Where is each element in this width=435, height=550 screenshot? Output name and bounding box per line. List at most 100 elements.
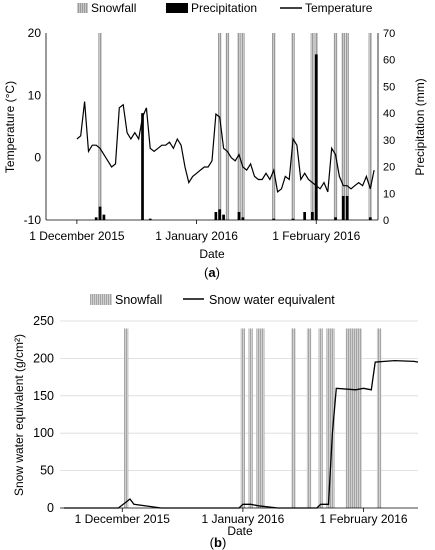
y-tick-label: 0: [47, 501, 54, 515]
precipitation-bar: [291, 218, 295, 220]
left-y-tick-labels: -10 0 10 20: [24, 26, 42, 227]
precipitation-bar: [368, 217, 372, 220]
y-tick-label: 200: [33, 351, 54, 365]
y-tick-label: 0: [383, 215, 389, 227]
y-tick-label: 50: [383, 81, 395, 93]
precipitation-bar: [237, 211, 241, 220]
legend-label-precipitation: Precipitation: [191, 1, 257, 15]
legend-swatch-precipitation: [166, 3, 188, 13]
snowfall-band: [333, 33, 338, 220]
snowfall-band: [368, 33, 373, 220]
snowfall-band: [345, 33, 349, 220]
legend-label-swe: Snow water equivalent: [209, 293, 335, 307]
snowfall-band: [241, 33, 245, 220]
y-tick-labels: 0 50 100 150 200 250: [33, 314, 54, 515]
y-tick-label: 30: [383, 135, 395, 147]
legend-swatch-snowfall: [90, 294, 112, 305]
x-tick-labels: 1 December 2015 1 January 2016 1 February …: [29, 220, 361, 243]
y-tick-label: -10: [24, 213, 42, 227]
temperature-line: [76, 101, 375, 193]
snowfall-band: [240, 328, 246, 508]
snowfall-band: [260, 328, 265, 508]
x-tick-labels: 1 December 2015 1 January 2016 1 February …: [75, 508, 408, 526]
x-tick-label: 1 December 2015: [29, 229, 125, 243]
y-tick-label: 100: [33, 426, 54, 440]
snow-water-equivalent-chart: Snowfall Snow water equivalent 0 50 100 150…: [12, 293, 419, 550]
precipitation-bar: [334, 217, 337, 220]
x-tick-label: 1 January 2016: [202, 512, 285, 526]
precipitation-bar: [341, 195, 345, 220]
legend: Snowfall Precipitation Temperature: [77, 1, 373, 15]
y-axis-right-title: Precipitation (mm): [413, 78, 427, 175]
y-tick-label: 20: [28, 26, 42, 40]
precipitation-bar: [272, 218, 276, 220]
temperature-precipitation-chart: Snowfall Precipitation Temperature -10 0 1…: [3, 1, 427, 280]
panel-label: (a): [204, 265, 220, 280]
precipitation-bar: [311, 211, 314, 220]
precipitation-bar: [148, 218, 152, 220]
snowfall-band: [345, 328, 351, 508]
precipitation-bar: [222, 214, 225, 220]
snowfall-band: [357, 328, 362, 508]
x-tick-label: 1 February 2016: [319, 512, 407, 526]
legend-swatch-snowfall: [77, 3, 88, 13]
x-tick-label: 1 December 2015: [75, 512, 171, 526]
axes: [45, 33, 379, 221]
panel-label: (b): [210, 535, 227, 550]
snowfall-band: [237, 33, 241, 220]
snowfall-band: [376, 328, 382, 508]
y-tick-label: 40: [383, 108, 395, 120]
x-axis-title: Date: [199, 247, 225, 261]
y-tick-label: 20: [383, 162, 395, 174]
snowfall-band: [326, 328, 331, 508]
y-tick-label: 50: [40, 464, 54, 478]
snowfall-band: [341, 33, 345, 220]
snowfall-band: [225, 33, 230, 220]
precipitation-bar: [102, 214, 106, 220]
y-tick-label: 70: [383, 28, 395, 40]
y-tick-label: 250: [33, 314, 54, 328]
legend-label-snowfall: Snowfall: [91, 1, 136, 15]
precipitation-bar: [241, 217, 245, 220]
precipitation-bar: [345, 195, 349, 220]
y-tick-label: 150: [33, 389, 54, 403]
x-tick-label: 1 February 2016: [272, 229, 360, 243]
snowfall-band: [330, 328, 335, 508]
snowfall-band: [353, 328, 358, 508]
precipitation-bar: [98, 206, 102, 220]
gridlines: [60, 320, 418, 472]
precipitation-bars: [94, 54, 372, 220]
y-axis-title: Snow water equivalent (g/cm²): [12, 334, 26, 496]
snowfall-band: [98, 33, 102, 220]
legend: Snowfall Snow water equivalent: [90, 293, 335, 307]
snowfall-band: [248, 328, 253, 508]
y-tick-label: 60: [383, 55, 395, 67]
snowfall-bands: [124, 328, 382, 508]
precipitation-bar: [94, 217, 98, 220]
precipitation-bar: [218, 209, 222, 220]
snowfall-band: [318, 328, 323, 508]
snowfall-band: [306, 328, 312, 508]
snowfall-band: [291, 328, 296, 508]
snowfall-band: [310, 33, 315, 220]
snowfall-bands: [98, 33, 373, 220]
legend-label-temperature: Temperature: [305, 1, 373, 15]
snowfall-band: [124, 328, 129, 508]
precipitation-bar: [214, 211, 218, 220]
precipitation-bar: [314, 54, 318, 220]
y-axis-left-title: Temperature (°C): [3, 81, 17, 173]
snowfall-band: [349, 328, 354, 508]
y-tick-label: 10: [383, 188, 395, 200]
legend-label-snowfall: Snowfall: [115, 293, 162, 307]
snowfall-band: [256, 328, 261, 508]
snowfall-band: [272, 33, 276, 220]
x-axis-title: Date: [227, 524, 253, 538]
right-y-tick-labels: 0 10 20 30 40 50 60 70: [383, 28, 395, 227]
snowfall-band: [217, 33, 222, 220]
x-tick-label: 1 January 2016: [155, 229, 238, 243]
precipitation-bar: [303, 211, 307, 220]
y-tick-label: 0: [34, 151, 41, 165]
y-tick-label: 10: [28, 88, 42, 102]
snowfall-band: [291, 33, 295, 220]
